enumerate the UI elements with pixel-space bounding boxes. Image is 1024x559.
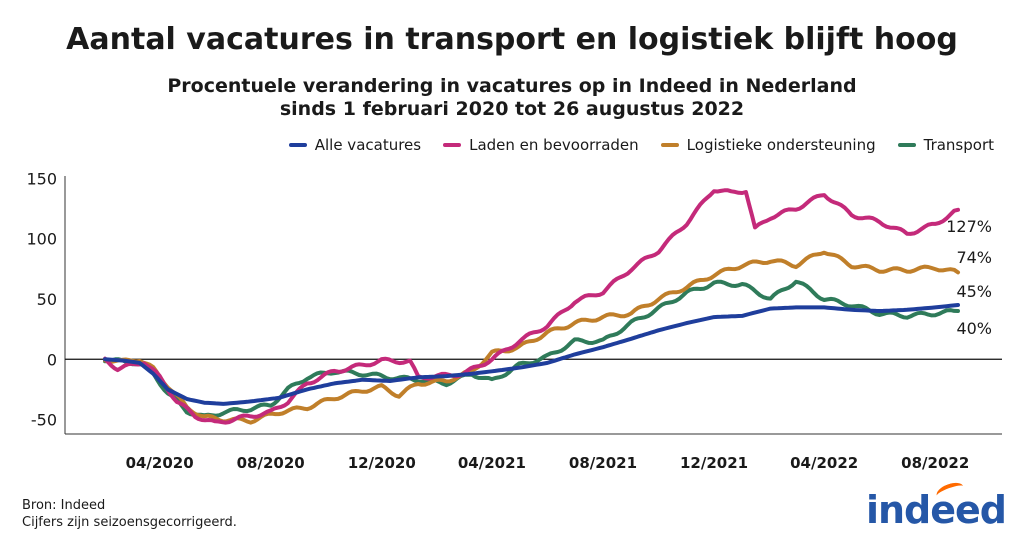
chart-title: Aantal vacatures in transport en logisti… (66, 22, 958, 57)
chart-subtitle-line2: sinds 1 februari 2020 tot 26 augustus 20… (279, 98, 745, 120)
legend-item: Alle vacatures (288, 136, 422, 154)
chart-subtitle-line1: Procentuele verandering in vacatures op … (167, 75, 857, 97)
legend-label: Transport (923, 136, 994, 154)
source-note: Bron: Indeed (22, 498, 106, 513)
legend-swatch (897, 143, 916, 147)
legend-label: Alle vacatures (314, 136, 422, 154)
x-tick-label: 08/2022 (901, 454, 969, 472)
legend-item: Logistieke ondersteuning (660, 136, 876, 154)
x-tick-label: 08/2020 (237, 454, 305, 472)
x-tick-label: 04/2022 (790, 454, 858, 472)
series-line-transport (103, 279, 960, 418)
legend-label: Laden en bevoorraden (469, 136, 639, 154)
x-tick-label: 12/2021 (680, 454, 748, 472)
chart-legend: Alle vacatures Laden en bevoorraden Logist… (288, 136, 994, 154)
x-tick-label: 04/2020 (126, 454, 194, 472)
y-tick-label: 0 (47, 350, 57, 369)
x-tick-label: 08/2021 (569, 454, 637, 472)
x-tick-label: 04/2021 (458, 454, 526, 472)
series-line-alle-vacatures (103, 303, 960, 406)
y-tick-label: 100 (26, 230, 57, 249)
y-tick-label: 150 (26, 169, 57, 188)
y-tick-label: -50 (31, 411, 57, 430)
indeed-logo: indeed (865, 488, 1007, 532)
legend-item: Laden en bevoorraden (443, 136, 639, 154)
x-tick-label: 12/2020 (348, 454, 416, 472)
legend-label: Logistieke ondersteuning (686, 136, 876, 154)
series-line-logistieke-ondersteuning (103, 250, 960, 425)
series-line-laden-en-bevoorraden (103, 188, 960, 425)
end-value-label: 40% (956, 319, 992, 338)
legend-item: Transport (897, 136, 994, 154)
end-value-label: 74% (956, 248, 992, 267)
end-value-label: 127% (946, 217, 992, 236)
seasonal-adjustment-note: Cijfers zijn seizoensgecorrigeerd. (22, 515, 237, 530)
legend-swatch (288, 143, 307, 147)
legend-swatch (660, 143, 679, 147)
end-value-label: 45% (956, 282, 992, 301)
legend-swatch (443, 143, 462, 147)
y-tick-label: 50 (37, 290, 57, 309)
